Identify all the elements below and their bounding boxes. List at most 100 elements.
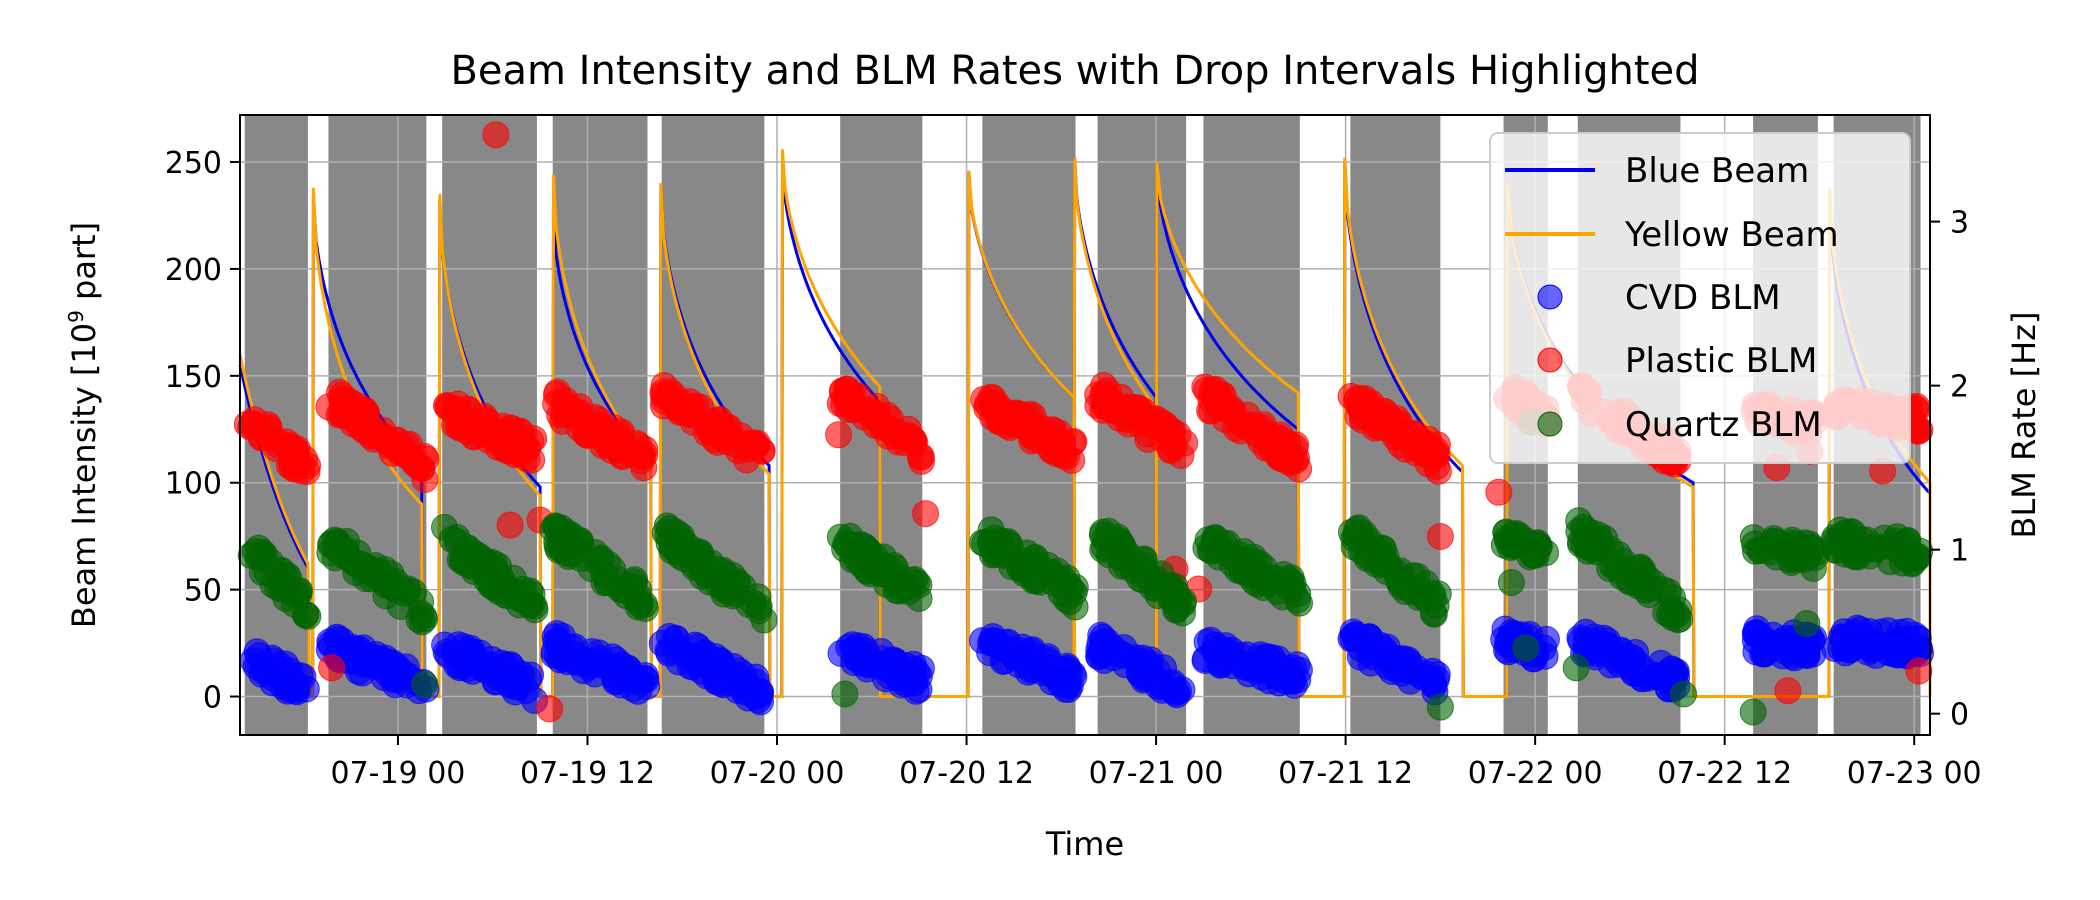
data-point: [1572, 618, 1600, 646]
data-point: [1617, 654, 1645, 682]
data-point: [1212, 632, 1239, 660]
data-point: [566, 399, 594, 426]
data-point: [995, 541, 1023, 569]
data-point: [1497, 569, 1525, 596]
data-point: [1249, 650, 1277, 678]
data-point: [543, 378, 571, 406]
data-point: [1362, 550, 1390, 578]
x-tick-label: 07-19 12: [520, 756, 655, 791]
data-point: [1822, 529, 1850, 557]
data-point: [1420, 583, 1447, 611]
data-point: [1132, 661, 1160, 689]
data-point: [1276, 567, 1304, 595]
data-point: [441, 399, 469, 427]
right-y-tick-label: 3: [1950, 206, 1969, 241]
data-point: [1205, 534, 1233, 562]
data-point: [257, 548, 285, 576]
data-point: [719, 424, 747, 452]
data-point: [502, 668, 530, 696]
data-point: [694, 652, 722, 680]
data-point: [1767, 628, 1795, 656]
data-point: [1128, 405, 1156, 433]
data-point: [1357, 649, 1385, 677]
data-point: [1670, 680, 1698, 708]
left-y-tick-label: 0: [203, 681, 222, 716]
data-point: [391, 579, 419, 607]
data-point: [1394, 646, 1422, 674]
right-y-tick-label: 2: [1950, 370, 1969, 405]
data-point: [679, 400, 707, 428]
data-point: [826, 390, 854, 418]
x-axis-label: Time: [1045, 825, 1124, 863]
data-point: [258, 663, 286, 691]
series-points-cvd-blm: [239, 614, 1934, 716]
data-point: [536, 695, 564, 723]
data-point: [1895, 634, 1923, 662]
data-point: [366, 558, 394, 586]
data-point: [1562, 654, 1590, 682]
legend-swatch-cvd-blm: [1537, 284, 1563, 310]
data-point: [685, 546, 713, 574]
right-y-axis-label: BLM Rate [Hz]: [2005, 312, 2043, 539]
data-point: [1905, 657, 1933, 685]
data-point: [401, 449, 429, 476]
data-point: [710, 569, 738, 597]
data-point: [619, 437, 646, 465]
data-point: [884, 651, 912, 679]
legend-label-quartz-blm: Quartz BLM: [1625, 405, 1822, 445]
data-point: [497, 427, 524, 455]
data-point: [1663, 600, 1691, 628]
data-point: [905, 662, 933, 690]
data-point: [971, 529, 999, 557]
data-point: [624, 677, 652, 705]
data-point: [1522, 541, 1550, 569]
data-point: [973, 394, 1001, 422]
data-point: [1426, 523, 1454, 550]
data-point: [1829, 623, 1857, 651]
data-point: [1168, 676, 1196, 704]
data-point: [1016, 400, 1044, 428]
data-point: [650, 372, 678, 400]
data-point: [332, 536, 360, 564]
data-point: [1883, 523, 1911, 551]
data-point: [1276, 665, 1303, 693]
data-point: [620, 568, 648, 596]
data-point: [239, 410, 267, 438]
right-y-tick-label: 1: [1950, 534, 1969, 569]
data-point: [1160, 588, 1188, 616]
data-point: [383, 666, 411, 694]
left-y-tick-label: 50: [184, 574, 222, 609]
data-point: [885, 428, 912, 456]
data-point: [460, 423, 488, 451]
data-point: [1224, 556, 1252, 584]
legend-label-yellow-beam: Yellow Beam: [1624, 215, 1839, 255]
data-point: [631, 591, 659, 619]
data-point: [1339, 618, 1367, 646]
x-tick-label: 07-22 12: [1657, 756, 1792, 791]
x-tick-label: 07-20 12: [899, 756, 1034, 791]
data-point: [496, 511, 524, 539]
data-point: [551, 518, 579, 546]
data-point: [1059, 429, 1087, 457]
plot-frame: [239, 114, 1931, 736]
series-points-quartz-blm: [237, 408, 1934, 726]
data-point: [518, 580, 546, 608]
data-point: [1025, 426, 1053, 454]
x-tick-label: 07-20 00: [710, 756, 845, 791]
data-point: [1485, 478, 1513, 506]
x-tick-label: 07-19 00: [330, 756, 465, 791]
chart-title: Beam Intensity and BLM Rates with Drop I…: [450, 48, 1699, 94]
data-point: [350, 417, 378, 445]
left-y-tick-label: 150: [165, 360, 222, 395]
left-y-axis-ticks: 0 50 100 150 200 250: [165, 146, 240, 716]
data-point: [1191, 647, 1219, 674]
data-point: [750, 606, 778, 634]
left-y-axis-label: Beam Intensity [109 part]: [64, 222, 103, 628]
data-point: [411, 670, 439, 698]
data-point: [1090, 392, 1118, 420]
data-point: [748, 437, 776, 465]
data-point: [1739, 698, 1767, 726]
data-point: [1198, 397, 1226, 425]
left-y-tick-label: 100: [165, 467, 222, 502]
